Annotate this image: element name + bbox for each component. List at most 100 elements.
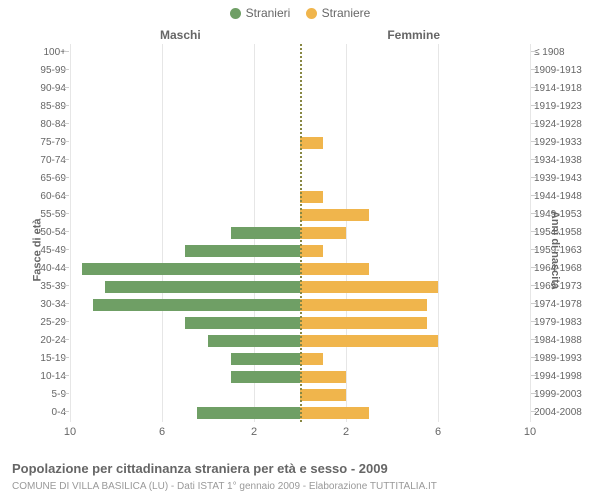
tick-mark [64, 375, 69, 376]
legend-swatch-male [230, 8, 241, 19]
tick-mark [531, 285, 536, 286]
x-tick-label: 6 [435, 426, 441, 438]
year-label: 1989-1993 [534, 350, 600, 368]
tick-mark [64, 177, 69, 178]
age-label: 80-84 [16, 116, 66, 134]
bar-male [208, 335, 300, 347]
tick-mark [531, 303, 536, 304]
tick-mark [531, 339, 536, 340]
bar-male [197, 407, 301, 419]
bar-female [300, 371, 346, 383]
tick-mark [531, 411, 536, 412]
tick-mark [64, 195, 69, 196]
bar-male [185, 317, 300, 329]
tick-mark [531, 51, 536, 52]
tick-mark [64, 411, 69, 412]
year-label: 1954-1958 [534, 224, 600, 242]
age-label: 20-24 [16, 332, 66, 350]
legend-label-female: Straniere [322, 6, 371, 20]
year-label: 1914-1918 [534, 80, 600, 98]
bar-female [300, 227, 346, 239]
age-label: 75-79 [16, 134, 66, 152]
tick-mark [531, 87, 536, 88]
tick-mark [64, 357, 69, 358]
tick-mark [531, 267, 536, 268]
bar-female [300, 335, 438, 347]
year-label: 1959-1963 [534, 242, 600, 260]
tick-mark [64, 51, 69, 52]
age-label: 85-89 [16, 98, 66, 116]
age-label: 60-64 [16, 188, 66, 206]
year-label: 2004-2008 [534, 404, 600, 422]
tick-mark [531, 357, 536, 358]
bar-male [105, 281, 301, 293]
tick-mark [531, 195, 536, 196]
legend: Stranieri Straniere [0, 6, 600, 22]
tick-mark [64, 249, 69, 250]
tick-mark [64, 303, 69, 304]
year-label: 1994-1998 [534, 368, 600, 386]
bar-female [300, 389, 346, 401]
tick-mark [531, 177, 536, 178]
year-label: 1944-1948 [534, 188, 600, 206]
legend-item-male: Stranieri [230, 6, 291, 20]
bar-female [300, 263, 369, 275]
age-label: 50-54 [16, 224, 66, 242]
year-label: 1999-2003 [534, 386, 600, 404]
age-label: 30-34 [16, 296, 66, 314]
age-label: 25-29 [16, 314, 66, 332]
tick-mark [64, 321, 69, 322]
bar-female [300, 407, 369, 419]
year-label: 1919-1923 [534, 98, 600, 116]
year-label: 1909-1913 [534, 62, 600, 80]
tick-mark [531, 249, 536, 250]
x-tick-label: 2 [251, 426, 257, 438]
tick-mark [64, 213, 69, 214]
x-tick-label: 10 [524, 426, 536, 438]
year-label: 1949-1953 [534, 206, 600, 224]
column-label-left: Maschi [160, 28, 201, 42]
age-label: 95-99 [16, 62, 66, 80]
tick-mark [531, 141, 536, 142]
tick-mark [64, 159, 69, 160]
tick-mark [531, 375, 536, 376]
legend-label-male: Stranieri [246, 6, 291, 20]
year-label: 1979-1983 [534, 314, 600, 332]
year-label: 1929-1933 [534, 134, 600, 152]
age-label: 35-39 [16, 278, 66, 296]
tick-mark [64, 267, 69, 268]
age-label: 70-74 [16, 152, 66, 170]
age-label: 55-59 [16, 206, 66, 224]
bar-female [300, 353, 323, 365]
tick-mark [531, 69, 536, 70]
bar-male [231, 371, 300, 383]
bar-female [300, 299, 427, 311]
bar-male [185, 245, 300, 257]
bar-female [300, 209, 369, 221]
tick-mark [531, 159, 536, 160]
age-label: 5-9 [16, 386, 66, 404]
bar-male [231, 353, 300, 365]
year-label: 1939-1943 [534, 170, 600, 188]
x-tick-label: 6 [159, 426, 165, 438]
tick-mark [531, 213, 536, 214]
tick-mark [64, 285, 69, 286]
tick-mark [64, 105, 69, 106]
chart-caption: Popolazione per cittadinanza straniera p… [12, 461, 388, 476]
chart-subcaption: COMUNE DI VILLA BASILICA (LU) - Dati IST… [12, 481, 437, 492]
age-label: 45-49 [16, 242, 66, 260]
age-label: 90-94 [16, 80, 66, 98]
age-label: 65-69 [16, 170, 66, 188]
year-label: 1974-1978 [534, 296, 600, 314]
bar-male [93, 299, 300, 311]
tick-mark [64, 87, 69, 88]
center-line [300, 44, 302, 422]
grid-line [530, 44, 531, 422]
bar-female [300, 137, 323, 149]
age-label: 40-44 [16, 260, 66, 278]
age-label: 10-14 [16, 368, 66, 386]
bar-female [300, 191, 323, 203]
bar-male [82, 263, 301, 275]
year-label: 1934-1938 [534, 152, 600, 170]
age-label: 0-4 [16, 404, 66, 422]
